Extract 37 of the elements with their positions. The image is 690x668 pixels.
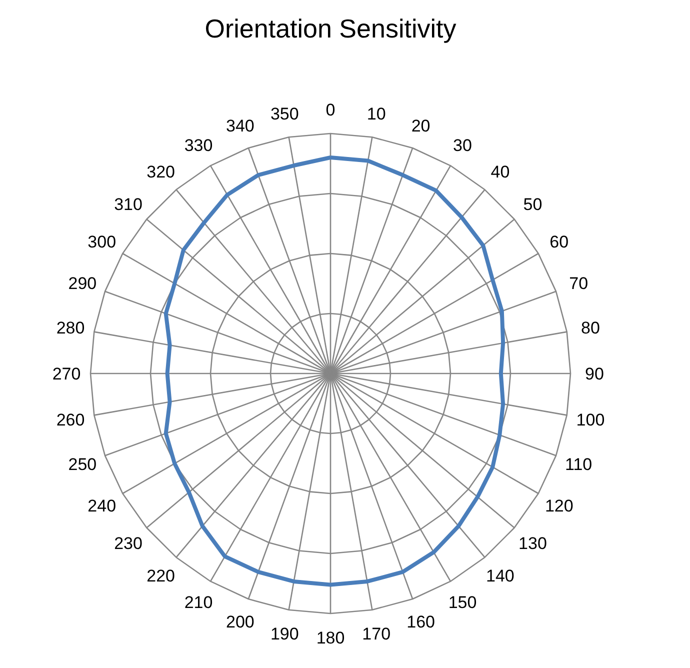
spoke-label: 330 — [184, 136, 213, 155]
spoke-label: 270 — [52, 364, 81, 384]
spoke-label: 10 — [366, 104, 386, 124]
spoke-label: 20 — [411, 116, 430, 136]
spoke-label: 210 — [184, 593, 213, 612]
spoke-label: 90 — [585, 364, 604, 384]
spoke-label: 220 — [146, 566, 175, 586]
spoke-label: 340 — [226, 116, 254, 136]
spoke-label: 240 — [88, 496, 116, 516]
spoke-label: 170 — [362, 624, 391, 644]
spoke-label: 320 — [146, 162, 175, 182]
spoke-label: 190 — [270, 624, 299, 644]
spoke-label: 150 — [448, 593, 477, 612]
spoke-label: 100 — [576, 410, 605, 430]
spoke-label: 120 — [544, 496, 574, 516]
spoke-label: 300 — [88, 232, 116, 252]
spoke-label: 0 — [326, 100, 336, 120]
spoke-label: 140 — [486, 566, 514, 586]
spoke-label: 80 — [581, 318, 600, 338]
spoke-label: 310 — [114, 194, 142, 214]
spoke-label: 260 — [56, 410, 85, 430]
spoke-label: 350 — [270, 104, 299, 124]
spoke-label: 60 — [550, 232, 569, 252]
chart-title: Orientation Sensitivity — [204, 14, 456, 44]
spoke-label: 290 — [68, 274, 97, 294]
spoke-label: 130 — [518, 534, 547, 554]
spoke-label: 50 — [523, 194, 542, 214]
spoke-label: 110 — [565, 454, 592, 474]
spoke-label: 250 — [68, 454, 97, 474]
spoke-label: 280 — [56, 318, 85, 338]
spoke-label: 70 — [569, 274, 588, 294]
spoke-label: 230 — [114, 534, 142, 554]
spoke-label: 40 — [490, 162, 510, 182]
spoke-label: 200 — [226, 612, 254, 632]
spoke-label: 30 — [453, 136, 472, 155]
spoke-label: 160 — [406, 612, 435, 632]
spoke-label: 180 — [316, 628, 345, 648]
